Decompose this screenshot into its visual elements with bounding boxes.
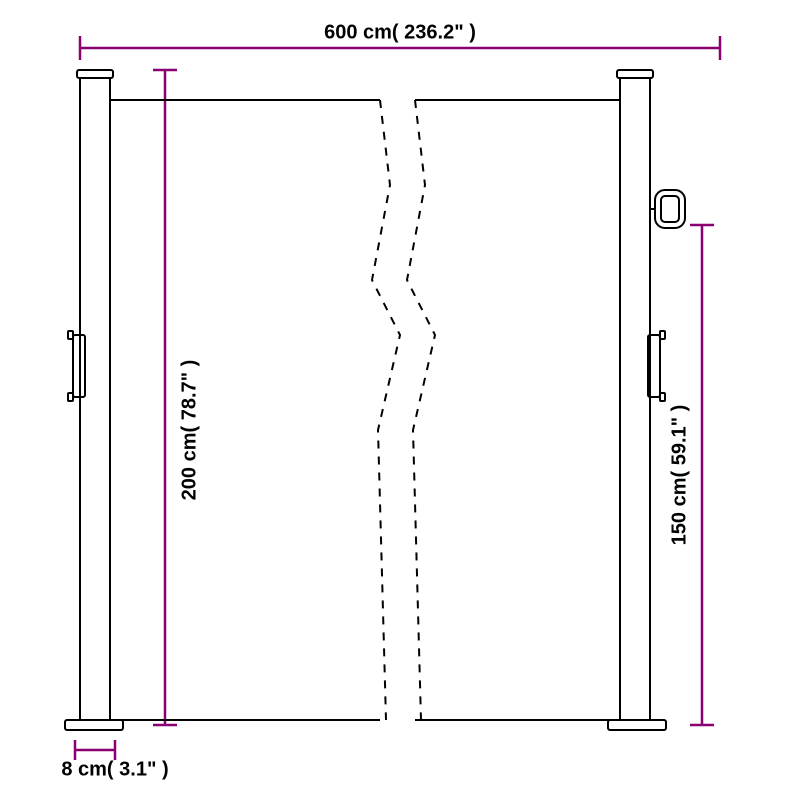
dimension-diagram: 600 cm( 236.2" ) 200 cm( 78.7" ) 150 cm(…	[0, 0, 800, 800]
handle-height-dimension-label: 150 cm( 59.1" )	[669, 405, 692, 546]
height-dimension-label: 200 cm( 78.7" )	[179, 360, 202, 501]
width-dimension-label: 600 cm( 236.2" )	[324, 22, 476, 45]
diagram-svg	[0, 0, 800, 800]
depth-dimension-label: 8 cm( 3.1" )	[61, 759, 168, 782]
